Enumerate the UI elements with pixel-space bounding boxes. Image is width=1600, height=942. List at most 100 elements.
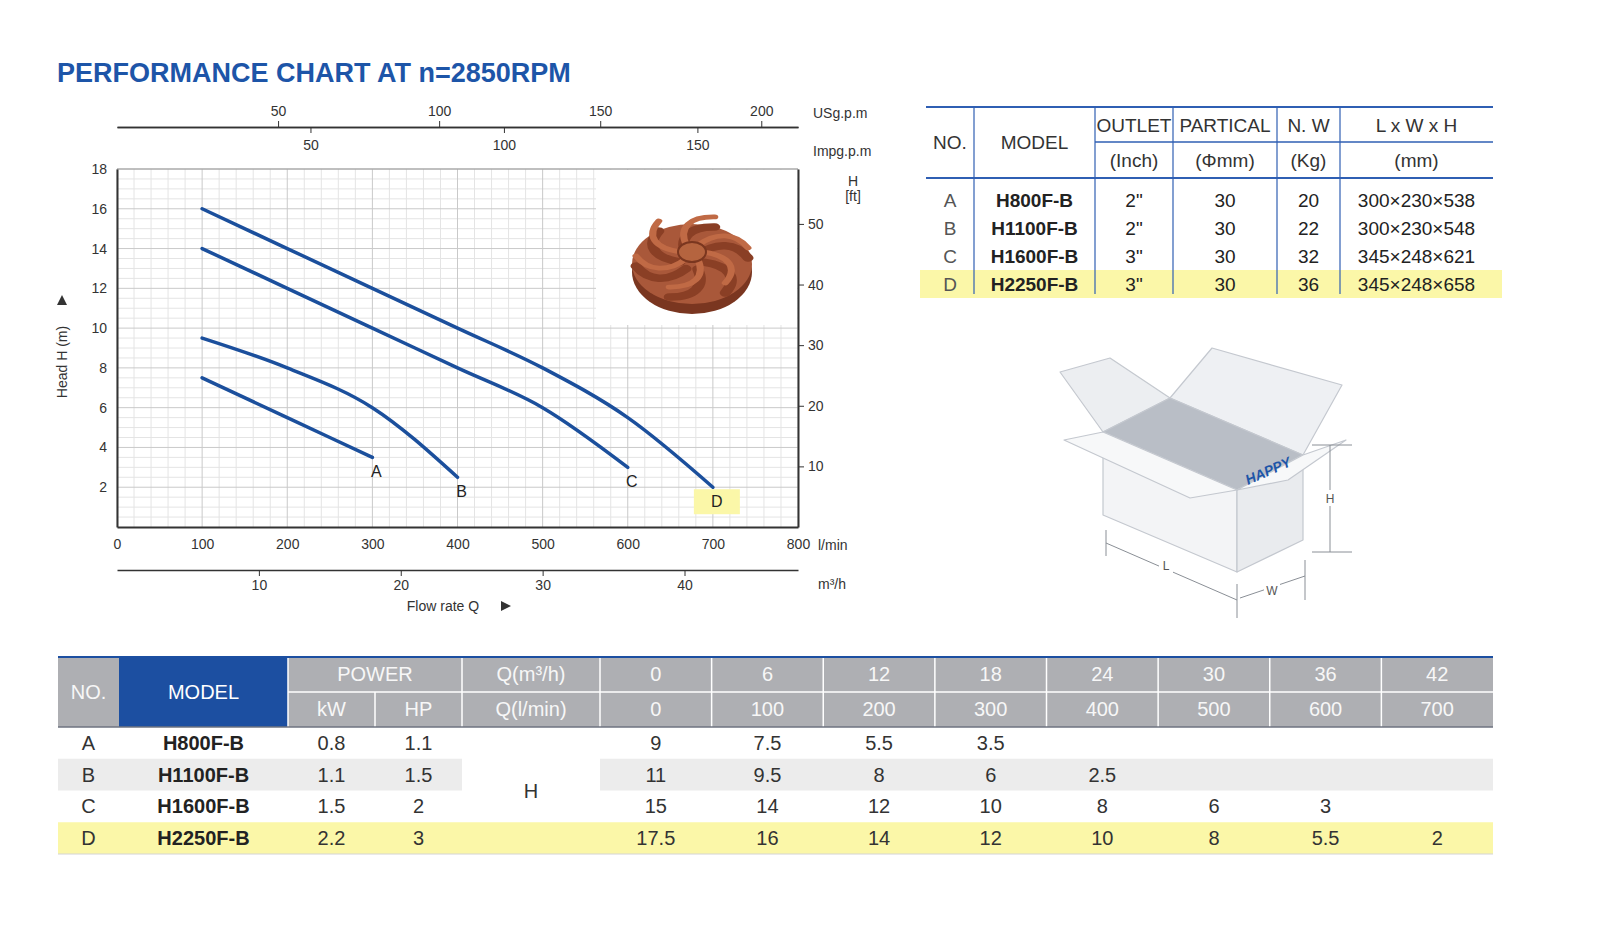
column-head: kW <box>317 698 346 720</box>
tick-label: 50 <box>303 137 319 153</box>
minor-grid-line <box>321 169 322 527</box>
tick-mark <box>278 121 279 127</box>
tick-mark <box>798 285 804 286</box>
tick-mark <box>439 121 440 127</box>
curve <box>202 209 713 487</box>
cell: 3" <box>1125 246 1142 267</box>
tick: 30 <box>798 337 824 353</box>
grid <box>117 169 798 527</box>
minor-grid-line <box>304 169 305 527</box>
column-unit: (mm) <box>1394 150 1438 171</box>
cell: 8 <box>874 764 885 786</box>
cell: 1.1 <box>318 764 346 786</box>
minor-grid-line <box>593 169 594 527</box>
header-rule <box>1269 657 1271 727</box>
column-head: 500 <box>1197 698 1230 720</box>
tick-label: 40 <box>677 577 693 593</box>
minor-grid-line <box>355 169 356 527</box>
grid-line <box>798 169 799 527</box>
box-illustration: HAPPYHLW <box>1060 348 1352 618</box>
tick-mark <box>543 570 544 576</box>
column-head: 42 <box>1426 663 1448 685</box>
header-rule <box>287 657 289 727</box>
cell: H2250F-B <box>157 827 249 849</box>
column-head: 600 <box>1309 698 1342 720</box>
cell: 36 <box>1298 274 1319 295</box>
minor-grid-line <box>253 169 254 527</box>
tick-mark <box>600 121 601 127</box>
table-rule <box>58 656 1493 658</box>
minor-grid-line <box>559 169 560 527</box>
spec-table: NO.MODELOUTLET(Inch)PARTICAL(Φmm)N. W(Kg… <box>920 107 1502 298</box>
tick: 18 <box>91 161 117 177</box>
tick-label: 800 <box>787 536 811 552</box>
impeller-vanes <box>636 221 748 303</box>
column-head: 30 <box>1203 663 1225 685</box>
column-unit: (Kg) <box>1291 150 1327 171</box>
impeller-vane <box>674 211 714 247</box>
cell: 11 <box>645 764 666 786</box>
table-rule <box>58 726 1493 728</box>
axis-unit: H[ft] <box>845 173 861 204</box>
column-head: L x W x H <box>1376 115 1458 136</box>
tick-label: 10 <box>808 458 824 474</box>
cell: 6 <box>1208 795 1219 817</box>
column-head: 200 <box>862 698 895 720</box>
tick: 2 <box>99 479 117 495</box>
tick-mark <box>697 127 698 133</box>
tick-label: 100 <box>191 536 215 552</box>
page-background <box>0 0 1600 942</box>
tick-label: 0 <box>114 536 122 552</box>
header-rule <box>599 657 601 727</box>
cell: 5.5 <box>1312 827 1340 849</box>
cell: 8 <box>1097 795 1108 817</box>
cell: 30 <box>1214 218 1235 239</box>
tick-label: 200 <box>276 536 300 552</box>
cell: 22 <box>1298 218 1319 239</box>
impeller <box>632 211 752 314</box>
tick: 50 <box>271 103 287 127</box>
cell: 10 <box>1091 827 1113 849</box>
label-patch <box>1322 490 1338 506</box>
y-axis: 24681012141618 <box>91 161 117 528</box>
table-rule <box>973 107 974 294</box>
tick-label: 10 <box>91 320 107 336</box>
tick: 150 <box>589 103 613 127</box>
minor-grid-line <box>338 169 339 527</box>
cell: H1600F-B <box>157 795 249 817</box>
dimension-label: W <box>1266 584 1278 598</box>
minor-grid-line <box>168 169 169 527</box>
cell: 12 <box>868 795 890 817</box>
column-unit: (Inch) <box>1110 150 1159 171</box>
cell: A <box>82 732 96 754</box>
cell: 12 <box>980 827 1002 849</box>
brand-logo: HAPPY <box>1243 453 1295 488</box>
cell: H1600F-B <box>991 246 1079 267</box>
curve-label: B <box>456 483 467 500</box>
cell: 2.5 <box>1088 764 1116 786</box>
cell: 3 <box>1320 795 1331 817</box>
cell: 7.5 <box>754 732 782 754</box>
x2-axis-line <box>118 127 799 129</box>
cell: H800F-B <box>163 732 244 754</box>
cell: 15 <box>645 795 667 817</box>
cell: 3.5 <box>977 732 1005 754</box>
cell: 3" <box>1125 274 1142 295</box>
tick-mark <box>798 345 804 346</box>
cell: 345×248×658 <box>1358 274 1475 295</box>
tick-label: 8 <box>99 360 107 376</box>
header-rule <box>288 691 1493 693</box>
cell: 20 <box>1298 190 1319 211</box>
minor-grid-line <box>440 169 441 527</box>
column-head: 36 <box>1314 663 1336 685</box>
dimension-tick <box>1312 445 1352 446</box>
column-head: 700 <box>1421 698 1454 720</box>
cell: 345×248×621 <box>1358 246 1475 267</box>
page: PERFORMANCE CHART AT n=2850RPMABCD246810… <box>0 0 1600 942</box>
table-rule <box>926 177 1493 179</box>
tick-label: 4 <box>99 439 107 455</box>
curves <box>202 209 713 487</box>
tick: 0 <box>114 527 122 552</box>
minor-grid-line <box>525 169 526 527</box>
tick-label: 700 <box>702 536 726 552</box>
